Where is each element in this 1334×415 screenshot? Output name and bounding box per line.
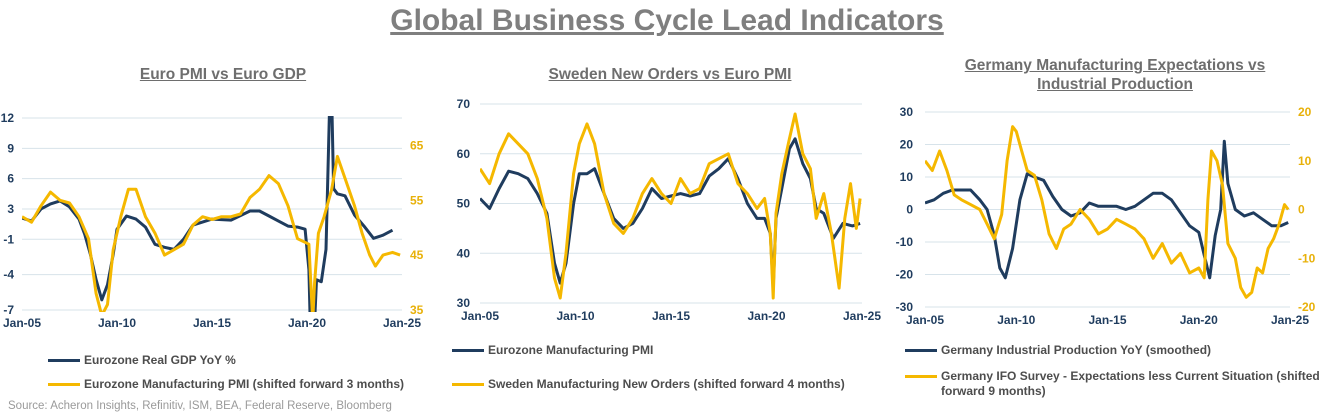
x-tick: Jan-20 [747, 309, 785, 323]
chart-title-3: Germany Manufacturing Expectations vs In… [964, 57, 1266, 93]
y-tick-right: 45 [410, 248, 424, 262]
legend-item: Eurozone Manufacturing PMI (shifted forw… [48, 377, 428, 392]
y-tick-left: 60 [457, 147, 471, 161]
legend-swatch [48, 383, 80, 386]
y-tick-left: 50 [457, 197, 471, 211]
y-tick-left: -1 [3, 232, 14, 246]
series-line-gold [22, 154, 401, 312]
x-tick: Jan-25 [383, 316, 421, 330]
y-tick-left: 30 [900, 105, 914, 119]
chart-1-plot: 12 9 6 3 -1 -4 -7 65 55 45 35 Jan-05 Jan-10 Jan-15 Jan… [1, 111, 424, 330]
y-tick-left: 6 [7, 172, 14, 186]
x-tick: Jan-15 [193, 316, 231, 330]
y-tick-right: 35 [410, 303, 424, 317]
x-tick: Jan-10 [556, 309, 594, 323]
legend-label: Germany Industrial Production YoY (smoot… [941, 343, 1212, 357]
source-note: Source: Acheron Insights, Refinitiv, ISM… [8, 400, 392, 412]
y-tick-right: 65 [410, 138, 424, 152]
y-tick-left: -10 [896, 235, 914, 249]
x-tick: Jan-15 [652, 309, 690, 323]
y-tick-left: -7 [3, 303, 14, 317]
series-line-navy [925, 139, 1289, 280]
y-tick-left: 20 [900, 138, 914, 152]
y-tick-left: 40 [457, 246, 471, 260]
series-line-navy [22, 116, 394, 312]
y-tick-right: -20 [1298, 300, 1316, 314]
x-tick: Jan-10 [98, 316, 136, 330]
legend-swatch [452, 383, 484, 386]
x-tick: Jan-05 [461, 309, 499, 323]
x-tick: Jan-15 [1088, 313, 1126, 327]
legend-item: Sweden Manufacturing New Orders (shifted… [452, 377, 892, 392]
y-tick-left: 10 [900, 170, 914, 184]
y-tick-right: 20 [1298, 105, 1312, 119]
legend-label: Eurozone Manufacturing PMI (shifted forw… [84, 377, 405, 391]
legend-label: Eurozone Real GDP YoY % [84, 353, 236, 367]
x-tick: Jan-20 [1180, 313, 1218, 327]
y-tick-left: 0 [906, 203, 913, 217]
x-tick: Jan-25 [843, 309, 881, 323]
y-tick-left: 30 [457, 296, 471, 310]
legend-swatch [48, 359, 80, 362]
chart-3-plot: 30 20 10 0 -10 -20 -30 20 10 0 -10 -20 Jan-05 Jan-10 J… [896, 105, 1316, 327]
y-tick-right: -10 [1298, 251, 1316, 265]
y-tick-left: 70 [457, 97, 471, 111]
legend-label: Germany IFO Survey - Expectations less C… [941, 369, 1320, 398]
chart-title-1: Euro PMI vs Euro GDP [139, 66, 307, 83]
x-tick: Jan-25 [1271, 313, 1309, 327]
page-title: Global Business Cycle Lead Indicators [390, 4, 944, 37]
legend-item: Eurozone Real GDP YoY % [48, 353, 428, 368]
series-line-gold [925, 125, 1290, 299]
legend-swatch [905, 349, 937, 352]
chart-title-2: Sweden New Orders vs Euro PMI [548, 66, 792, 83]
legend-item: Germany IFO Survey - Expectations less C… [905, 369, 1325, 399]
x-tick: Jan-10 [997, 313, 1035, 327]
y-tick-left: 3 [7, 202, 14, 216]
legend-item: Eurozone Manufacturing PMI [452, 343, 892, 358]
legend-swatch [905, 375, 937, 378]
y-tick-right: 10 [1298, 154, 1312, 168]
legend-label: Eurozone Manufacturing PMI [488, 343, 654, 357]
y-tick-left: 12 [1, 111, 15, 125]
series-line-gold [480, 112, 862, 300]
y-tick-left: 9 [7, 141, 14, 155]
legend-swatch [452, 349, 484, 352]
x-tick: Jan-20 [288, 316, 326, 330]
y-tick-left: -20 [896, 268, 914, 282]
x-tick: Jan-05 [3, 316, 41, 330]
y-tick-left: -30 [896, 300, 914, 314]
x-tick: Jan-05 [906, 313, 944, 327]
y-tick-left: -4 [3, 268, 14, 282]
y-tick-right: 55 [410, 193, 424, 207]
legend-item: Germany Industrial Production YoY (smoot… [905, 343, 1325, 358]
legend-label: Sweden Manufacturing New Orders (shifted… [488, 377, 845, 391]
y-tick-right: 0 [1298, 203, 1305, 217]
